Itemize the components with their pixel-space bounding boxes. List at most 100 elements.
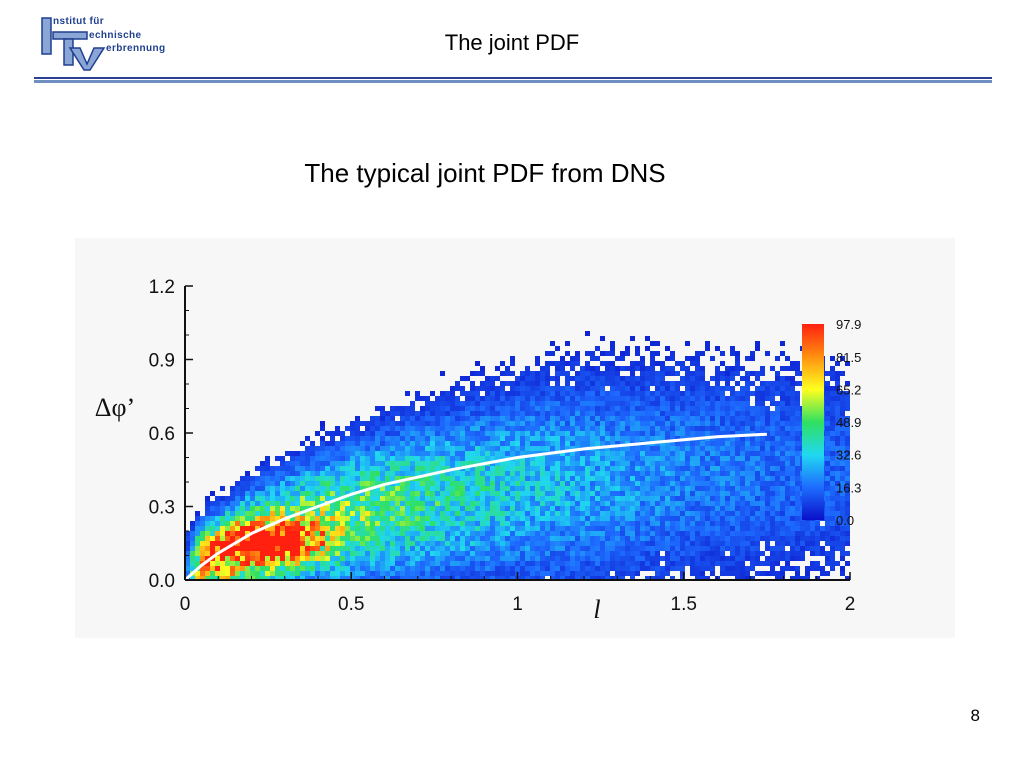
heatmap-cell bbox=[520, 471, 525, 476]
heatmap-cell bbox=[385, 541, 390, 546]
heatmap-cell bbox=[650, 361, 655, 366]
heatmap-cell bbox=[290, 556, 295, 561]
y-tick-label: 0.3 bbox=[149, 498, 175, 519]
heatmap-cell bbox=[460, 491, 465, 496]
heatmap-cell bbox=[595, 466, 600, 471]
heatmap-cell bbox=[790, 426, 795, 431]
heatmap-cell bbox=[300, 516, 305, 521]
heatmap-cell bbox=[645, 386, 650, 391]
heatmap-cell bbox=[565, 576, 570, 581]
heatmap-cell bbox=[330, 471, 335, 476]
heatmap-cell bbox=[325, 471, 330, 476]
heatmap-cell bbox=[190, 576, 195, 581]
heatmap-cell bbox=[335, 431, 340, 436]
heatmap-cell bbox=[815, 566, 820, 571]
heatmap-cell bbox=[400, 491, 405, 496]
heatmap-cell bbox=[600, 561, 605, 566]
heatmap-cell bbox=[695, 356, 700, 361]
heatmap-cell bbox=[380, 496, 385, 501]
heatmap-cell bbox=[365, 496, 370, 501]
heatmap-cell bbox=[760, 366, 765, 371]
heatmap-cell bbox=[470, 386, 475, 391]
heatmap-cell bbox=[690, 441, 695, 446]
heatmap-cell bbox=[775, 391, 780, 396]
heatmap-cell bbox=[640, 356, 645, 361]
heatmap-cell bbox=[800, 551, 805, 556]
heatmap-cell bbox=[720, 431, 725, 436]
heatmap-cell bbox=[560, 501, 565, 506]
heatmap-cell bbox=[845, 476, 850, 481]
heatmap-cell bbox=[295, 571, 300, 576]
heatmap-cell bbox=[460, 496, 465, 501]
heatmap-cell bbox=[745, 421, 750, 426]
heatmap-cell bbox=[590, 551, 595, 556]
heatmap-cell bbox=[605, 481, 610, 486]
heatmap-cell bbox=[695, 451, 700, 456]
heatmap-cell bbox=[475, 441, 480, 446]
heatmap-cell bbox=[845, 531, 850, 536]
heatmap-cell bbox=[555, 366, 560, 371]
heatmap-cell bbox=[825, 551, 830, 556]
heatmap-cell bbox=[320, 536, 325, 541]
heatmap-cell bbox=[460, 471, 465, 476]
heatmap-cell bbox=[480, 511, 485, 516]
heatmap-cell bbox=[430, 421, 435, 426]
heatmap-cell bbox=[325, 446, 330, 451]
heatmap-cell bbox=[220, 556, 225, 561]
heatmap-cell bbox=[775, 446, 780, 451]
heatmap-cell bbox=[525, 396, 530, 401]
heatmap-cell bbox=[445, 416, 450, 421]
heatmap-cell bbox=[660, 411, 665, 416]
heatmap-cell bbox=[790, 386, 795, 391]
heatmap-cell bbox=[620, 556, 625, 561]
heatmap-cell bbox=[285, 521, 290, 526]
heatmap-cell bbox=[755, 456, 760, 461]
heatmap-cell bbox=[570, 536, 575, 541]
heatmap-cell bbox=[535, 376, 540, 381]
heatmap-cell bbox=[620, 416, 625, 421]
heatmap-cell bbox=[530, 381, 535, 386]
heatmap-cell bbox=[515, 561, 520, 566]
heatmap-cell bbox=[700, 571, 705, 576]
heatmap-cell bbox=[410, 566, 415, 571]
heatmap-cell bbox=[445, 486, 450, 491]
heatmap-cell bbox=[405, 426, 410, 431]
heatmap-cell bbox=[655, 536, 660, 541]
heatmap-cell bbox=[370, 446, 375, 451]
heatmap-cell bbox=[480, 411, 485, 416]
heatmap-cell bbox=[760, 416, 765, 421]
heatmap-cell bbox=[760, 461, 765, 466]
heatmap-cell bbox=[400, 551, 405, 556]
heatmap-cell bbox=[415, 491, 420, 496]
heatmap-cell bbox=[770, 476, 775, 481]
heatmap-cell bbox=[365, 501, 370, 506]
heatmap-cell bbox=[670, 481, 675, 486]
heatmap-cell bbox=[390, 561, 395, 566]
heatmap-cell bbox=[755, 416, 760, 421]
heatmap-cell bbox=[790, 471, 795, 476]
heatmap-cell bbox=[720, 391, 725, 396]
heatmap-cell bbox=[380, 416, 385, 421]
heatmap-cell bbox=[590, 516, 595, 521]
heatmap-cell bbox=[415, 466, 420, 471]
heatmap-cell bbox=[755, 526, 760, 531]
heatmap-cell bbox=[650, 451, 655, 456]
heatmap-cell bbox=[615, 551, 620, 556]
heatmap-cell bbox=[500, 541, 505, 546]
heatmap-cell bbox=[790, 376, 795, 381]
heatmap-cell bbox=[625, 351, 630, 356]
heatmap-cell bbox=[660, 506, 665, 511]
heatmap-cell bbox=[505, 461, 510, 466]
heatmap-cell bbox=[815, 546, 820, 551]
heatmap-cell bbox=[655, 531, 660, 536]
heatmap-cell bbox=[635, 451, 640, 456]
heatmap-cell bbox=[295, 531, 300, 536]
heatmap-cell bbox=[620, 386, 625, 391]
heatmap-cell bbox=[830, 436, 835, 441]
heatmap-cell bbox=[720, 441, 725, 446]
heatmap-cell bbox=[785, 431, 790, 436]
heatmap-cell bbox=[445, 566, 450, 571]
heatmap-cell bbox=[540, 486, 545, 491]
heatmap-cell bbox=[765, 426, 770, 431]
heatmap-cell bbox=[490, 511, 495, 516]
